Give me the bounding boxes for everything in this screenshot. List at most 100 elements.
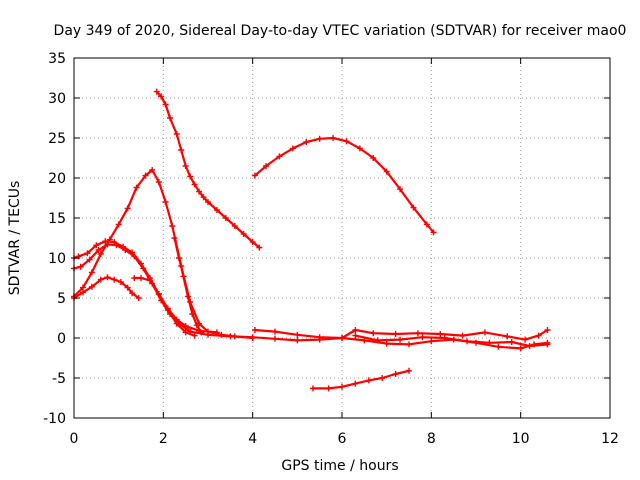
data-point (303, 139, 310, 145)
series-track-7 (131, 275, 198, 339)
series-track-10 (251, 327, 551, 343)
data-point (339, 335, 345, 341)
data-point (111, 276, 118, 283)
data-point (173, 131, 180, 137)
data-point (227, 333, 234, 340)
data-point (256, 244, 263, 251)
data-point (251, 172, 258, 179)
y-tick-label: 35 (48, 51, 66, 67)
data-point (272, 335, 278, 342)
data-point (481, 329, 488, 336)
y-tick-label: 10 (48, 251, 66, 267)
data-point (191, 181, 198, 188)
data-point (430, 229, 437, 236)
data-point (124, 205, 131, 212)
data-point (102, 238, 109, 245)
data-point (196, 188, 203, 195)
data-point (392, 371, 399, 377)
data-point (182, 329, 189, 336)
data-point (370, 155, 377, 161)
data-point (171, 235, 178, 241)
data-point (374, 337, 381, 344)
data-point (522, 336, 529, 343)
data-point (325, 385, 332, 392)
data-point (93, 242, 100, 249)
data-point (316, 135, 323, 142)
data-point (213, 207, 220, 213)
data-point (352, 332, 359, 339)
data-point (104, 241, 111, 248)
data-point (464, 338, 471, 345)
data-point (97, 276, 104, 283)
data-point (178, 147, 185, 153)
data-point (142, 172, 149, 179)
y-tick-label: 15 (48, 211, 66, 227)
data-point (294, 331, 301, 338)
data-point (508, 339, 515, 345)
y-axis-label: SDTVAR / TECUs (7, 181, 23, 296)
data-point (175, 255, 182, 261)
data-point (414, 330, 421, 337)
data-point (86, 256, 93, 263)
data-point (423, 221, 430, 228)
data-point (173, 320, 180, 327)
data-point (164, 307, 171, 313)
data-point (544, 341, 551, 348)
data-point (113, 242, 120, 249)
x-tick-label: 8 (427, 431, 436, 447)
y-tick-label: 5 (57, 291, 66, 307)
data-point (419, 334, 426, 341)
data-point (115, 221, 122, 228)
data-point (486, 339, 493, 346)
series-track-11 (352, 332, 551, 349)
data-point (77, 263, 84, 270)
x-tick-label: 2 (159, 431, 168, 447)
data-point (97, 251, 104, 257)
data-point (153, 88, 160, 95)
data-point (441, 335, 448, 341)
data-point (437, 331, 444, 337)
data-point (504, 333, 511, 340)
data-point (200, 194, 207, 201)
data-point (535, 332, 542, 339)
data-point (406, 367, 412, 374)
data-point (406, 341, 412, 348)
x-tick-label: 6 (338, 431, 347, 447)
data-point (191, 332, 198, 339)
data-point (276, 153, 283, 160)
data-point (249, 334, 256, 341)
data-point (392, 331, 399, 337)
chart-title: Day 349 of 2020, Sidereal Day-to-day VTE… (54, 23, 627, 39)
data-point (189, 311, 196, 317)
y-tick-label: 30 (48, 91, 66, 107)
x-tick-label: 10 (512, 431, 530, 447)
y-tick-label: -5 (52, 371, 66, 387)
data-point (251, 327, 258, 333)
data-point (309, 385, 316, 392)
data-point (155, 179, 162, 185)
data-point (495, 343, 502, 350)
data-point (138, 275, 144, 281)
data-point (410, 204, 417, 211)
x-tick-label: 4 (248, 431, 257, 447)
data-point (184, 293, 191, 300)
data-point (95, 247, 102, 253)
data-point (240, 231, 247, 237)
data-point (149, 167, 156, 173)
data-point (272, 328, 278, 335)
data-point (356, 145, 363, 152)
data-point (162, 199, 169, 205)
x-axis-label: GPS time / hours (281, 458, 398, 474)
data-point (167, 115, 174, 121)
data-point (158, 93, 165, 100)
y-tick-label: 25 (48, 131, 66, 147)
data-point (330, 135, 337, 141)
series-track-2 (251, 135, 437, 236)
data-point (117, 279, 124, 285)
data-point (249, 239, 256, 245)
data-point (352, 380, 359, 387)
data-point (383, 168, 390, 175)
data-point (88, 269, 95, 276)
